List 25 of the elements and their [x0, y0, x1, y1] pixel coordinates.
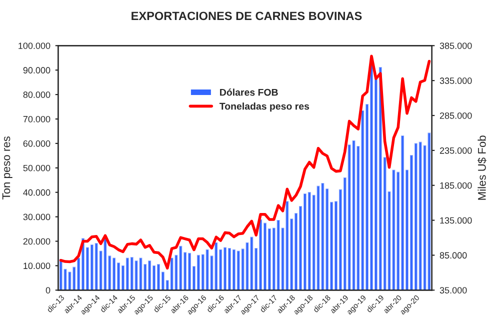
y-tick-label: 40.000	[23, 189, 50, 196]
y2-axis-title: Miles U$ Fob	[478, 136, 487, 200]
y-tick-label: 50.000	[23, 164, 50, 172]
y-tick-label: 100.000	[18, 42, 50, 49]
y2-tick-label: 35.000	[440, 287, 467, 294]
y-tick-label: 20.000	[23, 238, 50, 245]
line-series	[59, 54, 431, 270]
y-tick-label: 30.000	[23, 214, 50, 220]
legend-label: Toneladas peso res	[220, 102, 310, 112]
y2-tick-label: 285.000	[440, 112, 472, 119]
y2-tick-label: 85.000	[440, 252, 467, 259]
y2-tick-label: 235.000	[440, 147, 472, 154]
y-axis-title: Ton peso res	[2, 136, 12, 200]
y-tick-label: 60.000	[23, 140, 50, 147]
y-tick-label: 0	[46, 287, 50, 294]
chart-title: EXPORTACIONES DE CARNES BOVINAS	[132, 12, 362, 20]
legend-label: Dólares FOB	[220, 88, 278, 96]
y2-tick-label: 335.000	[440, 78, 472, 84]
y2-tick-label: 385.000	[440, 42, 472, 49]
y2-tick-label: 135.000	[440, 217, 472, 224]
y2-tick-label: 185.000	[440, 182, 472, 189]
y-tick-label: 80.000	[23, 92, 50, 98]
y-tick-label: 10.000	[24, 262, 50, 270]
y-tick-label: 70.000	[23, 116, 50, 122]
y-tick-label: 90.000	[23, 67, 50, 74]
